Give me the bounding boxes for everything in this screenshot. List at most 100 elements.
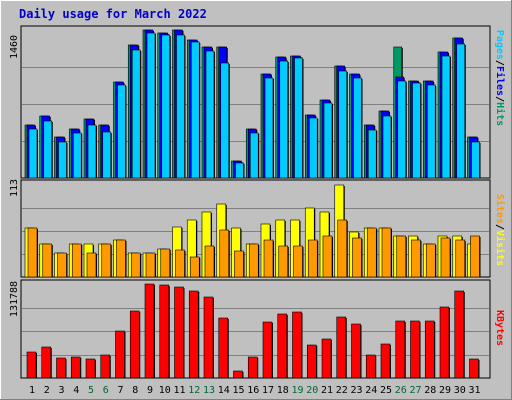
sites-bar bbox=[411, 239, 421, 278]
sites-bar bbox=[322, 235, 333, 278]
day-label: 16 bbox=[247, 385, 259, 396]
hits-panel-ymax-label: 1460 bbox=[9, 34, 20, 60]
legend-sites: Sites bbox=[494, 193, 505, 224]
day-label: 14 bbox=[218, 385, 230, 396]
kbytes-bar bbox=[321, 338, 332, 379]
pages-bar bbox=[87, 124, 97, 179]
visits-panel-ymax-label: 113 bbox=[9, 178, 20, 198]
sites-bar bbox=[396, 235, 407, 278]
pages-bar bbox=[367, 129, 377, 179]
kbytes-bar bbox=[365, 354, 376, 379]
pages-bar bbox=[382, 115, 392, 179]
pages-bar bbox=[471, 141, 480, 179]
bottom-panel-legend: KBytes bbox=[492, 248, 506, 400]
day-label: 5 bbox=[88, 385, 94, 396]
sites-bar bbox=[278, 245, 289, 278]
day-label: 10 bbox=[159, 385, 171, 396]
kbytes-bar bbox=[144, 283, 155, 379]
day-label: 13 bbox=[203, 385, 215, 396]
kbytes-bar bbox=[395, 320, 406, 379]
kbytes-bar bbox=[174, 286, 184, 379]
kbytes-bar bbox=[380, 343, 391, 379]
day-label: 23 bbox=[350, 385, 362, 396]
pages-bar bbox=[279, 60, 289, 179]
sites-bar bbox=[116, 239, 126, 278]
pages-bar bbox=[456, 43, 466, 179]
sites-bar bbox=[145, 252, 156, 278]
sites-bar bbox=[101, 243, 112, 278]
kbytes-bar bbox=[439, 306, 450, 379]
pages-bar bbox=[338, 70, 348, 179]
kbytes-bar bbox=[85, 358, 96, 379]
day-label: 1 bbox=[29, 385, 35, 396]
pages-bar bbox=[190, 41, 200, 179]
kbytes-bar bbox=[424, 320, 435, 379]
sites-bar bbox=[352, 237, 362, 278]
kbytes-bar bbox=[292, 311, 302, 379]
sites-bar bbox=[455, 239, 466, 278]
day-label: 15 bbox=[232, 385, 244, 396]
pages-bar bbox=[72, 132, 82, 179]
kbytes-bar bbox=[218, 317, 229, 379]
kbytes-bar bbox=[159, 284, 170, 379]
kbytes-bar bbox=[454, 290, 465, 379]
pages-bar bbox=[397, 80, 407, 179]
day-label: 2 bbox=[44, 385, 50, 396]
kbytes-bar bbox=[188, 290, 199, 379]
sites-bar bbox=[42, 243, 53, 278]
day-label: 20 bbox=[306, 385, 318, 396]
pages-bar bbox=[176, 34, 185, 179]
day-label: 22 bbox=[336, 385, 348, 396]
sites-bar bbox=[189, 256, 200, 278]
day-label: 12 bbox=[188, 385, 200, 396]
kbytes-bar bbox=[129, 310, 140, 379]
day-label: 18 bbox=[277, 385, 289, 396]
kbytes-bar bbox=[56, 357, 66, 379]
day-label: 27 bbox=[409, 385, 421, 396]
pages-bar bbox=[441, 55, 451, 179]
pages-bar bbox=[264, 77, 274, 179]
day-label: 11 bbox=[173, 385, 185, 396]
sites-bar bbox=[381, 227, 392, 278]
pages-bar bbox=[412, 82, 421, 179]
legend-files: Files bbox=[494, 65, 505, 97]
sites-bar bbox=[440, 237, 451, 278]
sites-bar bbox=[307, 239, 318, 278]
kbytes-bar bbox=[41, 346, 52, 379]
sites-bar bbox=[470, 235, 480, 278]
day-label: 21 bbox=[321, 385, 333, 396]
kbytes-bar bbox=[336, 316, 347, 379]
kbytes-bar bbox=[233, 370, 243, 379]
day-label: 31 bbox=[468, 385, 480, 396]
pages-bar bbox=[102, 131, 112, 179]
sites-bar bbox=[425, 243, 436, 278]
kbytes-bar bbox=[410, 320, 420, 379]
kbytes-bar bbox=[203, 296, 214, 379]
sites-bar bbox=[160, 248, 171, 278]
pages-bar bbox=[323, 102, 333, 179]
pages-bar bbox=[220, 62, 230, 179]
day-label: 3 bbox=[58, 385, 64, 396]
pages-bar bbox=[161, 34, 171, 179]
day-label: 24 bbox=[365, 385, 377, 396]
pages-bar bbox=[28, 128, 38, 179]
pages-bar bbox=[426, 84, 436, 179]
pages-bar bbox=[294, 57, 303, 179]
day-label: 7 bbox=[117, 385, 123, 396]
sites-bar bbox=[263, 239, 274, 278]
pages-bar bbox=[117, 84, 126, 179]
sites-bar bbox=[293, 245, 303, 278]
top-panel-legend: Pages/Files/Hits bbox=[492, 0, 506, 158]
pages-bar bbox=[205, 50, 215, 179]
day-label: 26 bbox=[395, 385, 407, 396]
sites-bar bbox=[57, 252, 67, 278]
pages-bar bbox=[58, 141, 67, 179]
sites-bar bbox=[175, 249, 185, 278]
pages-bar bbox=[131, 49, 141, 179]
pages-bar bbox=[249, 132, 259, 179]
kbytes-bar bbox=[115, 330, 125, 379]
day-label: 6 bbox=[103, 385, 109, 396]
day-label: 19 bbox=[291, 385, 303, 396]
kbytes-bar bbox=[100, 354, 111, 379]
